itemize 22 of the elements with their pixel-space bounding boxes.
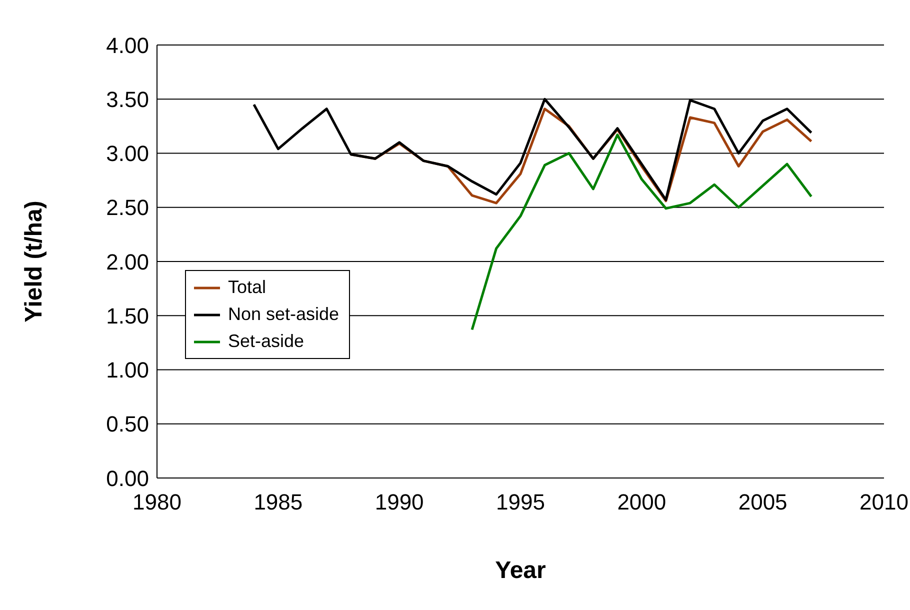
y-tick-label: 2.00 bbox=[106, 249, 149, 274]
y-tick-label: 1.00 bbox=[106, 358, 149, 383]
x-tick-label: 1995 bbox=[496, 490, 545, 515]
x-tick-label: 2010 bbox=[860, 490, 908, 515]
y-tick-label: 0.00 bbox=[106, 466, 149, 491]
x-tick-label: 1980 bbox=[132, 490, 182, 515]
legend-label: Set-aside bbox=[228, 330, 304, 353]
y-axis-title: Yield (t/ha) bbox=[20, 200, 48, 322]
y-tick-label: 2.50 bbox=[106, 195, 149, 220]
x-axis-title: Year bbox=[495, 557, 546, 584]
x-tick-label: 1990 bbox=[374, 490, 424, 515]
y-tick-label: 3.00 bbox=[106, 141, 149, 166]
legend-label: Non set-aside bbox=[228, 303, 340, 326]
y-tick-label: 0.50 bbox=[106, 412, 149, 437]
legend-label: Total bbox=[228, 276, 266, 299]
y-tick-label: 4.00 bbox=[106, 32, 149, 58]
y-tick-label: 3.50 bbox=[106, 86, 149, 112]
line-series bbox=[470, 134, 813, 331]
y-tick-label: 1.50 bbox=[106, 303, 149, 328]
x-tick-label: 2005 bbox=[738, 490, 788, 515]
x-tick-label: 1985 bbox=[254, 490, 303, 515]
x-tick-label: 2000 bbox=[617, 490, 666, 515]
